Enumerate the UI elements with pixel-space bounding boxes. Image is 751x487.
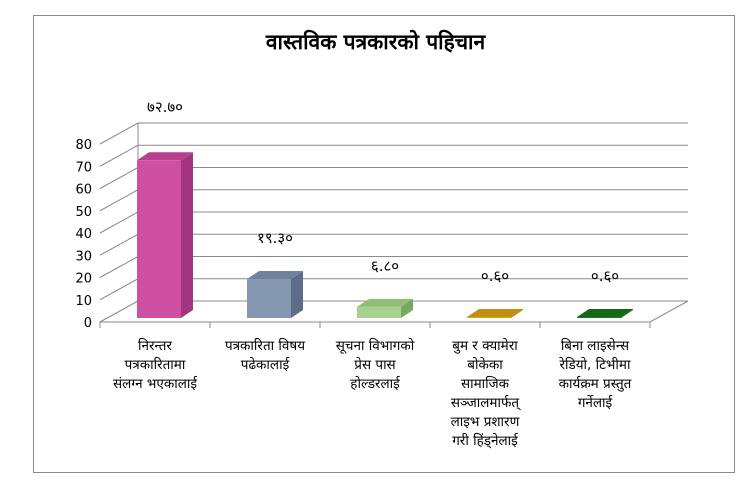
bar-top	[577, 309, 633, 317]
x-category-label-line: बिना लाइसेन्स	[561, 337, 630, 354]
bar	[357, 306, 401, 318]
bar-side	[291, 271, 303, 318]
x-category-label: बिना लाइसेन्स रेडियो, टिभीमा कार्यक्रम प्र…	[559, 337, 632, 411]
data-label: १९.३०	[257, 229, 293, 247]
bar-top	[357, 298, 413, 307]
x-category-label: निरन्तर पत्रकारितामा संलग्न भएकालाई	[113, 337, 198, 392]
x-category-label-line: प्रेस पास	[354, 356, 396, 373]
data-label: ६.८०	[371, 257, 399, 275]
x-category-label-line: सूचना विभागको	[336, 337, 415, 354]
bar-side	[181, 152, 193, 318]
chart-title: वास्तविक पत्रकारको पहिचान	[265, 30, 486, 54]
bar-side	[621, 309, 633, 318]
data-label: ७२.७०	[147, 98, 183, 116]
y-tick-label: 70	[75, 160, 92, 175]
gridline-side	[99, 256, 139, 278]
data-label: ०.६०	[591, 267, 619, 285]
gridline-side	[99, 211, 139, 234]
bar	[137, 160, 181, 318]
x-category-label-line: निरन्तर	[138, 337, 172, 354]
x-category-label-line: गरी हिंड्नेलाई	[452, 432, 519, 449]
x-category-label-line: कार्यक्रम प्रस्तुत	[559, 375, 632, 392]
x-category-label-line: पढेकालाई	[241, 356, 290, 373]
gridline-side	[99, 167, 139, 189]
bar	[247, 279, 291, 318]
bar-top	[137, 152, 193, 161]
x-category-label: सूचना विभागको प्रेस पास होल्डरलाई	[336, 337, 415, 392]
x-category-label-line: बोकेका	[467, 356, 503, 373]
gridline-side	[99, 189, 139, 212]
y-tick-label: 0	[84, 316, 92, 331]
x-category-label: बुम र क्यामेरा बोकेका सामाजिक सञ्जालमार्फत्…	[451, 337, 521, 449]
x-category-label-line: बुम र क्यामेरा	[452, 337, 518, 354]
x-category-label-line: संलग्न भएकालाई	[113, 375, 198, 392]
bar-side	[401, 298, 413, 318]
bar-side	[511, 309, 523, 318]
x-category-label-line: होल्डरलाई	[350, 375, 400, 392]
x-category-label-line: सामाजिक	[461, 375, 510, 392]
data-label: ०.६०	[481, 267, 509, 285]
y-tick-label: 30	[75, 249, 92, 264]
y-tick-label: 80	[75, 138, 92, 153]
x-category-label: पत्रकारिता विषय पढेकालाई	[225, 337, 306, 373]
x-category-label-line: लाइभ प्रशारण	[451, 414, 520, 430]
x-category-label-line: पत्रकारिता विषय	[225, 337, 306, 354]
y-tick-label: 50	[75, 205, 92, 220]
y-tick-label: 20	[75, 272, 92, 287]
x-category-label-line: रेडियो, टिभीमा	[559, 356, 631, 373]
x-category-label-line: गर्नेलाई	[578, 394, 613, 411]
x-category-label-line: पत्रकारितामा	[125, 356, 186, 373]
bar-top	[247, 271, 303, 280]
bar	[467, 317, 511, 318]
x-category-label-line: सञ्जालमार्फत्	[451, 394, 521, 411]
y-tick-label: 10	[75, 294, 92, 309]
gridline-side	[99, 233, 139, 256]
gridline-side	[99, 278, 139, 301]
gridline-side	[99, 144, 139, 167]
y-tick-label: 60	[75, 183, 92, 198]
y-tick-label: 40	[75, 227, 92, 242]
bar	[577, 317, 621, 318]
gridline-side	[99, 122, 139, 145]
bar-top	[467, 309, 523, 317]
